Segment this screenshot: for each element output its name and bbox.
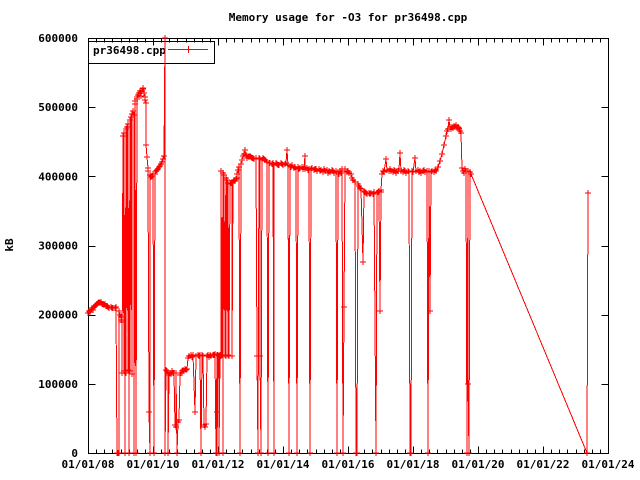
series-markers (85, 35, 591, 456)
x-tick-label: 01/01/20 (452, 458, 505, 471)
series-line (87, 37, 589, 454)
y-tick-label: 400000 (38, 170, 78, 183)
x-tick-label: 01/01/18 (387, 458, 440, 471)
legend-label: pr36498.cpp (93, 44, 166, 57)
y-tick-label: 100000 (38, 378, 78, 391)
plot-border (88, 38, 609, 454)
x-tick-label: 01/01/14 (257, 458, 310, 471)
y-tick-label: 600000 (38, 32, 78, 45)
y-tick-label: 0 (71, 447, 78, 460)
x-tick-label: 01/01/24 (582, 458, 635, 471)
x-tick-label: 01/01/08 (62, 458, 115, 471)
x-tick-label: 01/01/16 (322, 458, 375, 471)
y-tick-label: 500000 (38, 101, 78, 114)
x-tick-label: 01/01/12 (192, 458, 245, 471)
y-axis-label: kB (3, 238, 16, 252)
legend-box (88, 41, 215, 64)
y-tick-label: 300000 (38, 240, 78, 253)
x-tick-label: 01/01/10 (127, 458, 180, 471)
axes: 01/01/08 01/01/10 01/01/12 01/01/14 01/01/16… (38, 32, 635, 471)
legend-sample-line-icon (168, 46, 208, 53)
chart-title: Memory usage for -O3 for pr36498.cpp (229, 11, 468, 24)
data-series (85, 35, 591, 456)
y-tick-label: 200000 (38, 309, 78, 322)
axis-ticks (88, 38, 609, 454)
x-tick-label: 01/01/22 (517, 458, 570, 471)
legend: pr36498.cpp (88, 41, 215, 64)
